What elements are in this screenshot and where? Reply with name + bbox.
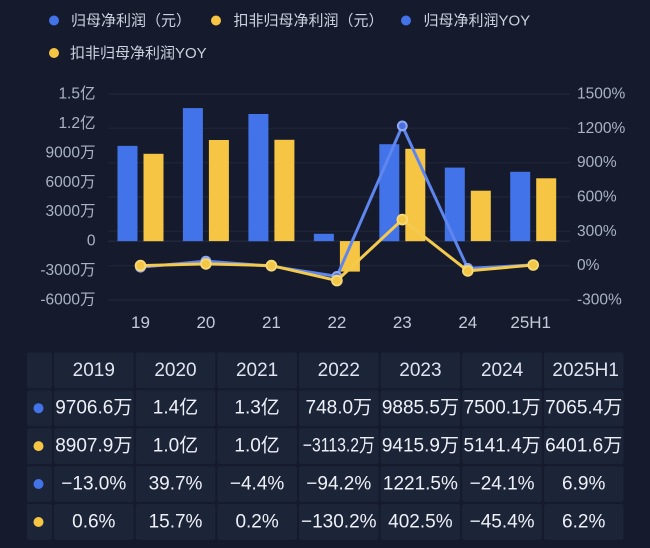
svg-text:600%: 600% xyxy=(577,189,617,206)
svg-text:2021: 2021 xyxy=(236,360,278,381)
svg-text:23: 23 xyxy=(393,313,412,332)
svg-text:5141.4万: 5141.4万 xyxy=(464,436,541,457)
svg-text:748.0万: 748.0万 xyxy=(306,398,373,419)
svg-text:归母净利润（元）: 归母净利润（元） xyxy=(71,13,191,30)
svg-text:-3000万: -3000万 xyxy=(40,262,95,279)
svg-text:1.0亿: 1.0亿 xyxy=(153,435,198,457)
svg-text:-300%: -300% xyxy=(577,292,622,309)
svg-text:2022: 2022 xyxy=(318,360,360,381)
svg-text:1.3亿: 1.3亿 xyxy=(234,397,279,419)
svg-text:1.2亿: 1.2亿 xyxy=(58,114,95,132)
svg-text:1500%: 1500% xyxy=(577,86,625,103)
svg-text:1.5亿: 1.5亿 xyxy=(58,85,95,103)
svg-text:6.9%: 6.9% xyxy=(562,474,605,495)
svg-text:20: 20 xyxy=(196,313,215,332)
svg-text:9706.6万: 9706.6万 xyxy=(55,398,132,419)
svg-text:2025H1: 2025H1 xyxy=(552,360,619,381)
svg-text:9000万: 9000万 xyxy=(46,144,96,161)
svg-text:39.7%: 39.7% xyxy=(149,474,203,495)
svg-text:8907.9万: 8907.9万 xyxy=(55,436,132,457)
svg-text:2024: 2024 xyxy=(481,360,524,381)
svg-text:19: 19 xyxy=(131,313,150,332)
svg-text:9885.5万: 9885.5万 xyxy=(382,398,459,419)
svg-text:6.2%: 6.2% xyxy=(562,512,605,533)
svg-text:24: 24 xyxy=(458,313,477,332)
svg-text:扣非归母净利润（元）: 扣非归母净利润（元） xyxy=(234,13,384,30)
svg-text:1200%: 1200% xyxy=(577,120,625,137)
svg-text:−94.2%: −94.2% xyxy=(306,474,371,495)
svg-text:0: 0 xyxy=(87,233,96,250)
svg-text:−130.2%: −130.2% xyxy=(301,512,377,533)
svg-text:-6000万: -6000万 xyxy=(40,292,95,309)
svg-text:21: 21 xyxy=(262,313,281,332)
svg-text:3000万: 3000万 xyxy=(46,203,96,220)
svg-text:402.5%: 402.5% xyxy=(388,512,453,533)
svg-text:0%: 0% xyxy=(577,257,600,274)
svg-text:1.0亿: 1.0亿 xyxy=(234,435,279,457)
svg-text:−13.0%: −13.0% xyxy=(61,474,126,495)
svg-text:2023: 2023 xyxy=(399,360,441,381)
svg-text:−24.1%: −24.1% xyxy=(470,474,535,495)
svg-text:22: 22 xyxy=(327,313,346,332)
svg-text:7065.4万: 7065.4万 xyxy=(545,398,622,419)
svg-text:0.6%: 0.6% xyxy=(72,512,115,533)
svg-text:−45.4%: −45.4% xyxy=(470,512,535,533)
svg-text:−4.4%: −4.4% xyxy=(230,474,285,495)
svg-text:归母净利润YOY: 归母净利润YOY xyxy=(424,13,531,30)
svg-text:2019: 2019 xyxy=(73,360,115,381)
svg-text:1221.5%: 1221.5% xyxy=(383,474,458,495)
svg-text:−3113.2万: −3113.2万 xyxy=(303,436,375,457)
svg-text:15.7%: 15.7% xyxy=(149,512,203,533)
svg-text:300%: 300% xyxy=(577,223,617,240)
svg-text:6000万: 6000万 xyxy=(46,174,96,191)
svg-text:9415.9万: 9415.9万 xyxy=(382,436,459,457)
svg-text:1.4亿: 1.4亿 xyxy=(153,397,198,419)
svg-text:2020: 2020 xyxy=(154,360,196,381)
svg-text:6401.6万: 6401.6万 xyxy=(545,436,622,457)
svg-text:扣非归母净利润YOY: 扣非归母净利润YOY xyxy=(70,45,207,62)
svg-text:7500.1万: 7500.1万 xyxy=(464,398,541,419)
svg-text:900%: 900% xyxy=(577,154,617,171)
svg-text:25H1: 25H1 xyxy=(510,313,551,332)
svg-text:0.2%: 0.2% xyxy=(235,512,278,533)
